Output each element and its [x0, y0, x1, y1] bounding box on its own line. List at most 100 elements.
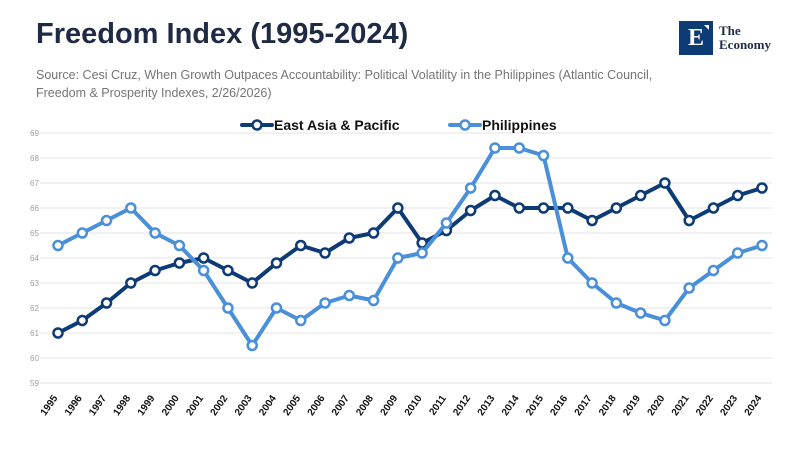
x-tick-label: 1996 [63, 393, 85, 418]
data-point [295, 314, 307, 327]
x-tick-label: 1998 [112, 393, 134, 418]
data-point [440, 217, 453, 229]
x-tick-label: 2000 [160, 393, 182, 418]
x-tick-label: 1997 [87, 393, 109, 418]
data-point [464, 204, 477, 217]
data-point [246, 339, 258, 352]
data-point [173, 257, 186, 269]
data-point [610, 297, 623, 309]
data-point [367, 227, 380, 239]
y-axis-ticks: 59 60 61 62 63 64 65 66 67 68 69 [30, 129, 39, 388]
data-point [343, 289, 356, 302]
y-tick-label: 66 [30, 204, 39, 213]
series-philippines [52, 142, 768, 352]
x-tick-label: 2020 [646, 393, 668, 418]
data-point [319, 247, 331, 259]
legend-swatch-marker [251, 119, 263, 131]
x-tick-label: 2009 [379, 393, 401, 418]
x-tick-label: 2021 [670, 393, 692, 418]
x-tick-label: 2003 [233, 393, 255, 418]
data-point [707, 202, 720, 214]
legend: East Asia & Pacific Philippines [240, 117, 557, 133]
data-point [76, 227, 89, 239]
y-tick-label: 64 [30, 254, 39, 263]
gridlines [40, 132, 772, 384]
source-note: Source: Cesi Cruz, When Growth Outpaces … [36, 68, 653, 100]
x-tick-label: 2001 [184, 393, 206, 418]
data-point [659, 314, 671, 327]
y-tick-label: 60 [30, 354, 39, 363]
data-point [125, 202, 137, 214]
x-tick-label: 2006 [306, 393, 328, 418]
data-point [756, 182, 768, 194]
series-group [52, 142, 768, 352]
data-point [610, 202, 623, 214]
data-point [392, 252, 404, 264]
data-point [343, 232, 356, 244]
data-point [100, 214, 113, 227]
data-point [659, 177, 671, 189]
data-point [270, 257, 283, 269]
data-point [52, 327, 64, 339]
data-point [197, 252, 210, 264]
y-tick-label: 68 [30, 154, 39, 163]
legend-swatch-marker [459, 119, 471, 131]
legend-item-east-asia-pacific: East Asia & Pacific [240, 117, 400, 133]
data-point [246, 277, 258, 289]
x-tick-label: 2002 [209, 393, 231, 418]
data-point [270, 302, 283, 314]
x-tick-label: 1995 [39, 393, 61, 418]
x-tick-label: 2012 [451, 393, 473, 418]
x-axis-ticks: 1995 1996 1997 1998 1999 2000 2001 2002 2003 2004… [39, 393, 765, 418]
data-point [731, 189, 744, 202]
x-tick-label: 2023 [718, 393, 740, 418]
data-point [125, 277, 137, 289]
data-point [416, 247, 428, 259]
data-point [149, 264, 161, 277]
data-point [367, 294, 380, 307]
x-tick-label: 2015 [524, 393, 546, 418]
brand-logo: E The Economy [679, 21, 771, 55]
x-tick-label: 2016 [548, 393, 570, 418]
series-east-asia-pacific [52, 177, 768, 339]
x-tick-label: 2005 [281, 393, 303, 418]
chart-title: Freedom Index (1995-2024) [36, 18, 409, 50]
data-point [489, 189, 501, 202]
data-point [464, 182, 477, 194]
legend-label: Philippines [482, 117, 557, 133]
data-point [634, 307, 647, 319]
x-tick-label: 2011 [427, 393, 449, 417]
y-tick-label: 62 [30, 304, 39, 313]
x-tick-label: 2024 [743, 393, 765, 418]
data-point [707, 264, 720, 277]
data-point [222, 302, 234, 314]
data-point [683, 214, 695, 227]
data-point [319, 297, 331, 309]
data-point [634, 189, 647, 202]
y-tick-label: 65 [30, 229, 39, 238]
logo-line-2: Economy [719, 37, 771, 52]
y-tick-label: 63 [30, 279, 39, 288]
legend-item-philippines: Philippines [448, 117, 557, 133]
data-point [586, 214, 598, 227]
data-point [295, 239, 307, 252]
y-tick-label: 69 [30, 129, 39, 138]
x-tick-label: 2007 [330, 393, 352, 418]
x-tick-label: 2010 [403, 393, 425, 418]
data-point [513, 142, 525, 154]
x-tick-label: 1999 [136, 393, 158, 418]
data-point [76, 314, 89, 327]
x-tick-label: 2014 [500, 393, 522, 418]
x-tick-label: 2022 [694, 393, 716, 418]
x-tick-label: 2017 [573, 393, 595, 418]
series-line [56, 146, 764, 348]
data-point [52, 239, 64, 252]
x-tick-label: 2018 [597, 393, 619, 418]
x-tick-label: 2004 [257, 393, 279, 418]
logo-line-1: The [719, 23, 741, 38]
data-point [537, 149, 550, 162]
legend-label: East Asia & Pacific [274, 117, 400, 133]
data-point [489, 142, 501, 154]
data-point [100, 297, 113, 309]
